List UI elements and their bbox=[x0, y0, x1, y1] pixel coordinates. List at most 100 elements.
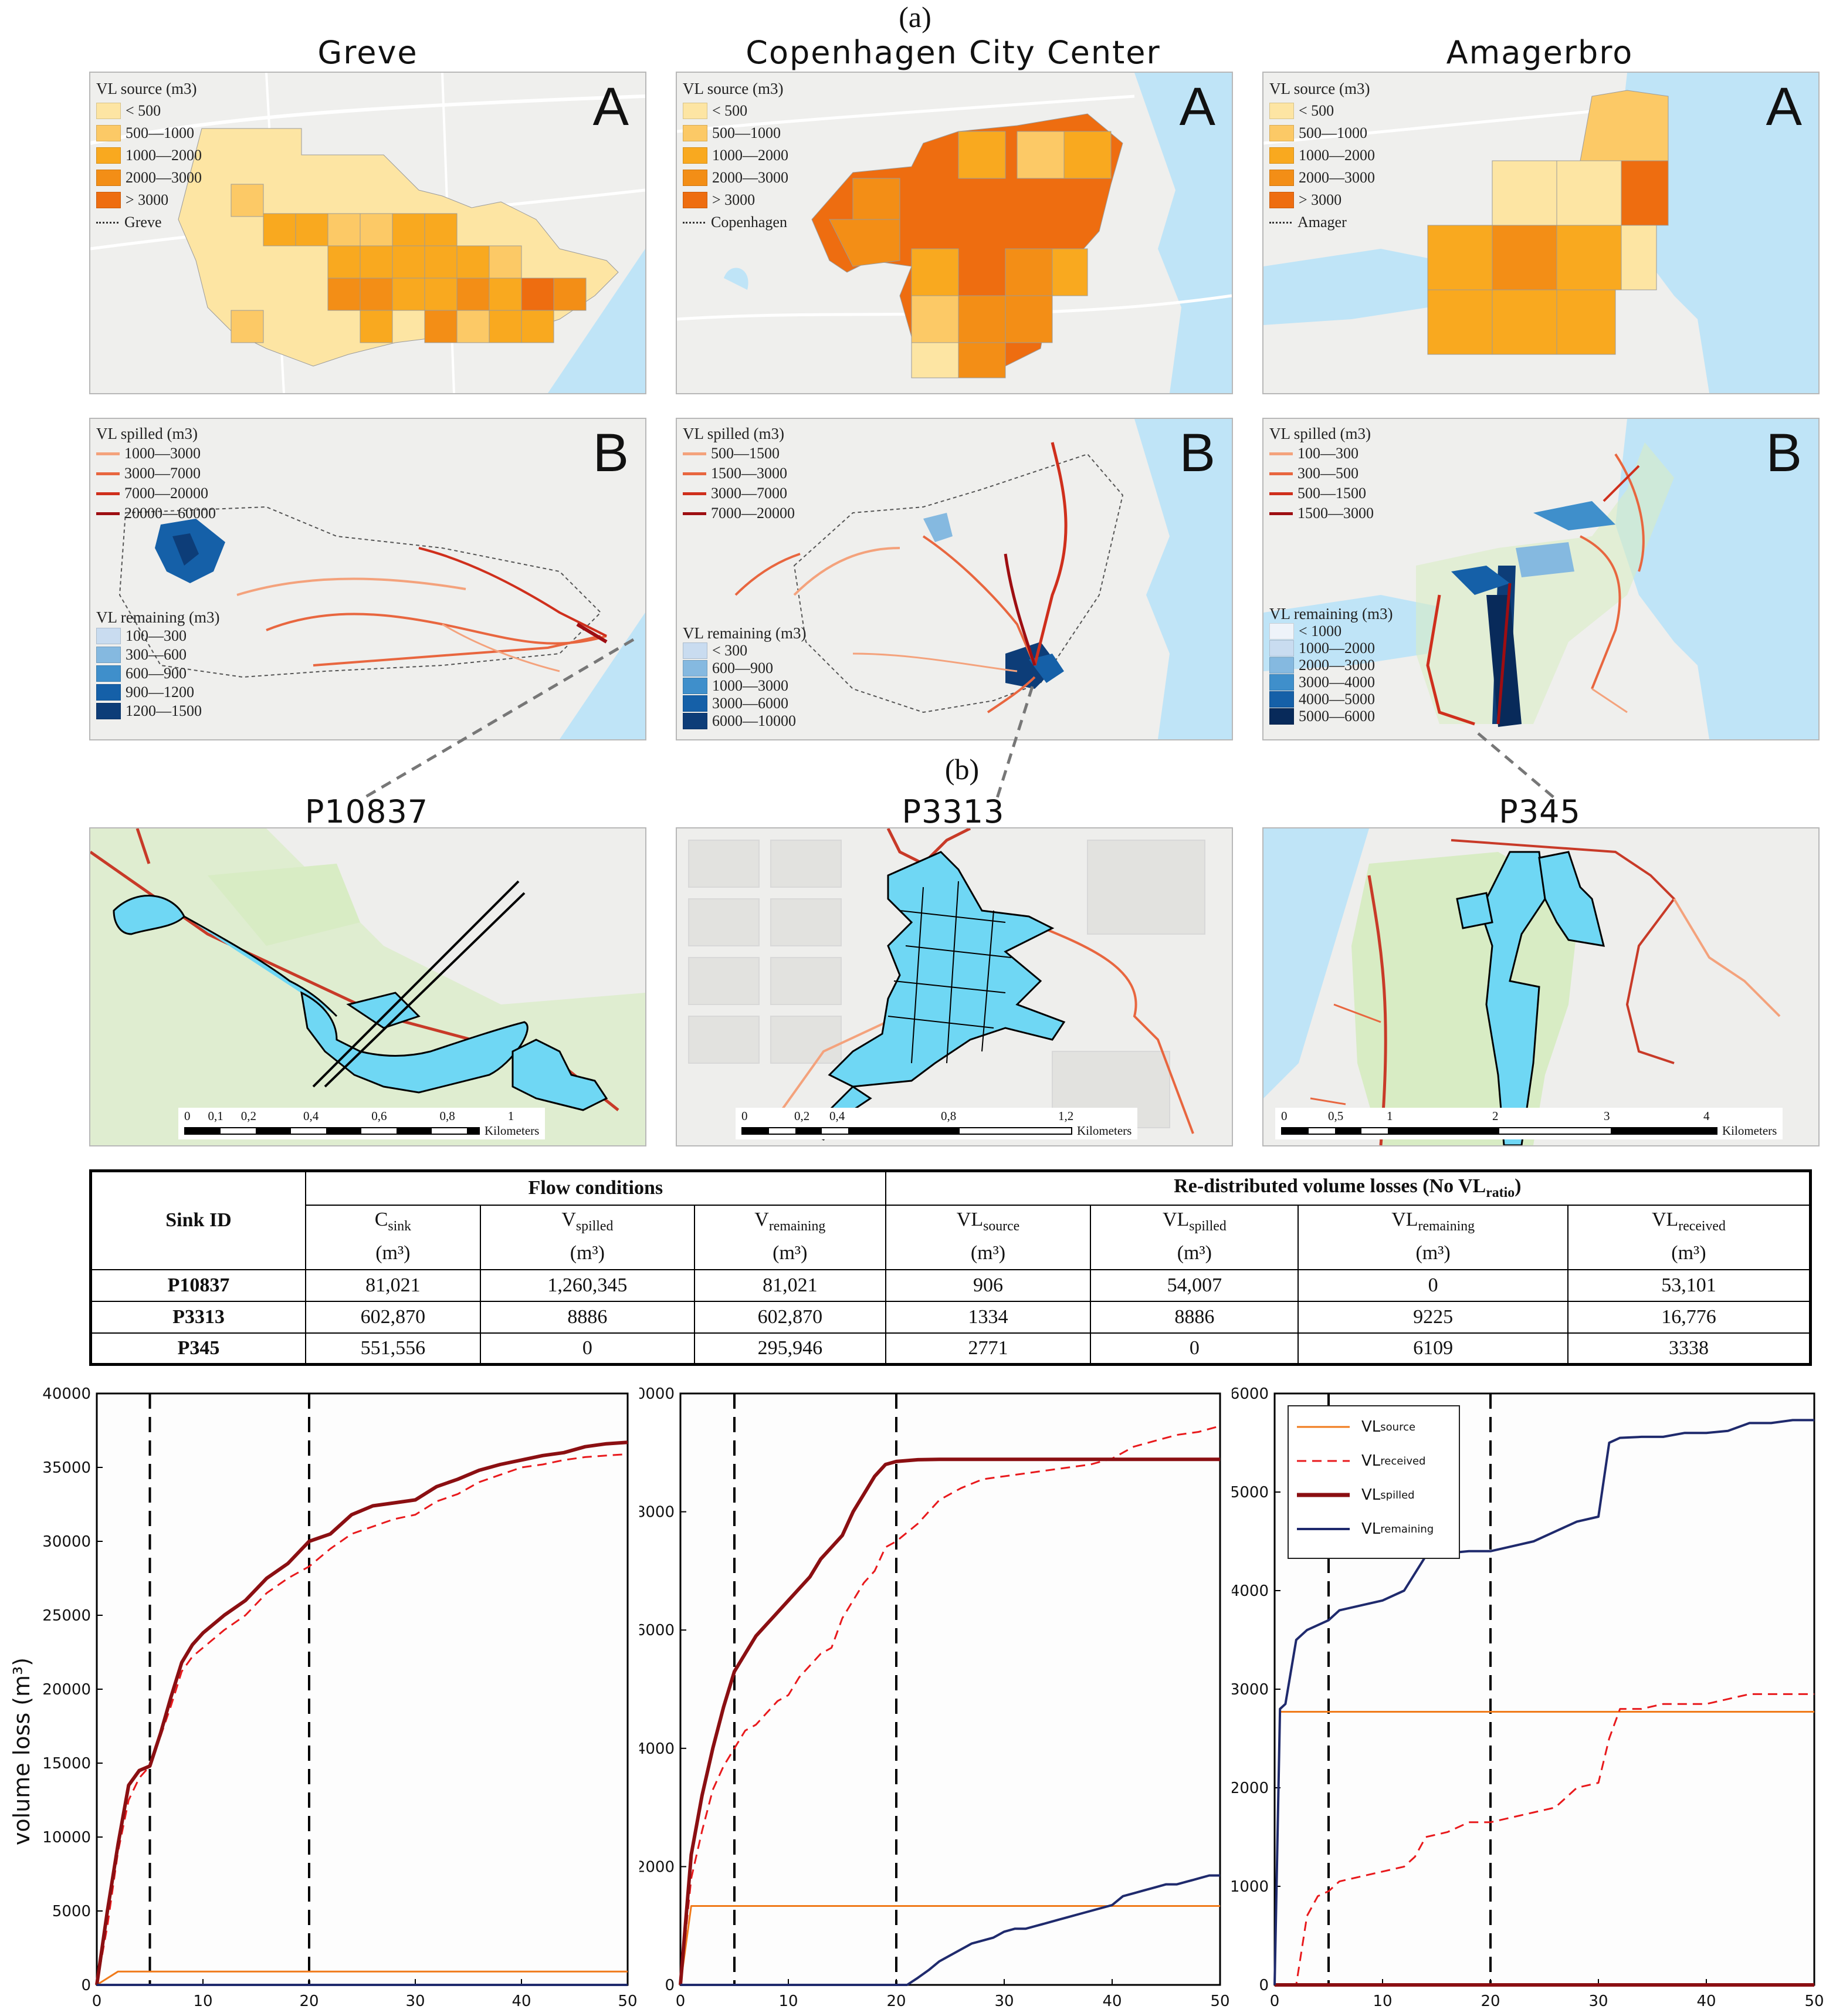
legend-line bbox=[1269, 512, 1293, 515]
table-cell: 602,870 bbox=[305, 1300, 481, 1334]
series-line-vl-received bbox=[1275, 1693, 1814, 1986]
y-tick-label: 20000 bbox=[42, 1681, 91, 1699]
legend-line bbox=[1269, 452, 1293, 455]
legend-class: 600—900 bbox=[126, 665, 187, 682]
table-cell: 2771 bbox=[885, 1332, 1092, 1365]
legend-swatch bbox=[683, 170, 707, 186]
column-unit: (m³) bbox=[885, 1237, 1092, 1270]
column-header: VLreceived bbox=[1567, 1204, 1811, 1238]
legend-swatch bbox=[96, 103, 121, 119]
y-tick-label: 25000 bbox=[42, 1607, 91, 1625]
table-cell: 295,946 bbox=[693, 1332, 886, 1365]
legend-swatch bbox=[1269, 623, 1294, 640]
table-cell: 9225 bbox=[1297, 1300, 1568, 1334]
scale-bar bbox=[184, 1127, 480, 1135]
legend-swatch bbox=[683, 192, 707, 208]
scale-tick: 0,6 bbox=[371, 1109, 387, 1123]
legend-label: VL bbox=[1361, 1486, 1381, 1504]
column-unit: (m³) bbox=[305, 1237, 481, 1270]
legend-amagerbro-source: VL source (m3) < 500 500—1000 1000—2000 … bbox=[1269, 77, 1375, 234]
part-b-label: (b) bbox=[944, 753, 980, 786]
legend-swatch bbox=[96, 684, 121, 701]
y-tick-label: 0 bbox=[665, 1977, 675, 1994]
chart-p3313-svg: 0 10 20 30 40 50 0 2000 4000 6000 8000 10000 bbox=[626, 1385, 1229, 2010]
legend-swatch bbox=[683, 660, 707, 676]
legend-class: < 500 bbox=[126, 102, 161, 119]
panel-letter-a: A bbox=[1179, 77, 1215, 137]
legend-copenhagen-remaining: VL remaining (m3) < 300 600—900 1000—300… bbox=[683, 624, 806, 730]
x-tick-label: 0 bbox=[676, 1993, 686, 2010]
column-header: Csink bbox=[305, 1204, 481, 1238]
legend-class: 20000—60000 bbox=[124, 505, 216, 522]
row-sink-id: P345 bbox=[90, 1332, 306, 1365]
legend-class: 1000—2000 bbox=[712, 147, 788, 164]
column-header-main: C bbox=[374, 1209, 388, 1231]
x-tick-label: 30 bbox=[994, 1993, 1014, 2010]
legend-label-sub: source bbox=[1380, 1420, 1416, 1433]
panel-letter-a: A bbox=[592, 77, 629, 137]
legend-class: 5000—6000 bbox=[1299, 708, 1375, 725]
legend-class: 3000—4000 bbox=[1299, 674, 1375, 691]
table-cell: 8886 bbox=[479, 1300, 695, 1334]
y-tick-label: 15000 bbox=[42, 1755, 91, 1773]
column-unit: (m³) bbox=[479, 1237, 695, 1270]
chart-legend: VL source VL received VL spilled VL remainin… bbox=[1288, 1405, 1460, 1559]
scale-tick: 4 bbox=[1703, 1109, 1710, 1123]
y-tick-label: 4000 bbox=[639, 1740, 675, 1758]
x-tick-label: 30 bbox=[405, 1993, 425, 2010]
zoom-map-p345-basemap bbox=[1263, 828, 1818, 1145]
legend-swatch bbox=[96, 703, 121, 719]
legend-greve-spilled: VL spilled (m3) 1000—3000 3000—7000 7000… bbox=[96, 424, 216, 523]
series-line-vl-remaining bbox=[1273, 1419, 1814, 1985]
scale-tick: 0 bbox=[741, 1109, 748, 1123]
y-tick-label: 30000 bbox=[42, 1533, 91, 1551]
scale-tick: 0,4 bbox=[829, 1109, 845, 1123]
legend-class: 500—1500 bbox=[1297, 485, 1366, 502]
legend-class: 3000—7000 bbox=[124, 465, 201, 482]
column-header-main: VL bbox=[1651, 1209, 1679, 1231]
column-header: Vspilled bbox=[479, 1204, 695, 1238]
legend-swatch bbox=[96, 125, 121, 141]
legend-class: > 3000 bbox=[126, 191, 169, 208]
series-line-vl-spilled bbox=[95, 1440, 628, 1985]
table-row: P3313 602,870 8886 602,870 1334 8886 922… bbox=[90, 1300, 1811, 1334]
legend-line bbox=[1269, 472, 1293, 475]
copenhagen-remaining-sinks bbox=[923, 513, 1064, 689]
column-header: Vremaining bbox=[693, 1204, 886, 1238]
scale-tick: 3 bbox=[1604, 1109, 1610, 1123]
legend-label-sub: received bbox=[1380, 1455, 1426, 1467]
y-tick-label: 35000 bbox=[42, 1459, 91, 1477]
zoom-title-p10837: P10837 bbox=[304, 793, 429, 830]
legend-swatch bbox=[683, 678, 707, 694]
series-line-vl-received bbox=[96, 1453, 628, 1985]
legend-swatch bbox=[1269, 708, 1294, 725]
legend-swatch bbox=[683, 713, 707, 729]
table-cell: 53,101 bbox=[1567, 1269, 1811, 1302]
table-cell: 81,021 bbox=[693, 1269, 886, 1302]
legend-swatch bbox=[683, 695, 707, 712]
legend-swatch bbox=[96, 147, 121, 164]
x-tick-label: 10 bbox=[778, 1993, 798, 2010]
x-tick-label: 0 bbox=[1270, 1993, 1280, 2010]
legend-swatch bbox=[96, 647, 121, 663]
leader-line-amagerbro bbox=[1477, 732, 1556, 799]
table-group-header-row: Sink ID Flow conditions Re-distributed v… bbox=[90, 1170, 1811, 1270]
legend-line bbox=[683, 452, 706, 455]
y-tick-label: 40000 bbox=[42, 1385, 91, 1403]
scale-tick: 0,8 bbox=[941, 1109, 957, 1123]
scale-tick: 2 bbox=[1492, 1109, 1499, 1123]
legend-line bbox=[96, 452, 120, 455]
legend-title: VL spilled (m3) bbox=[1269, 425, 1371, 442]
scale-unit: Kilometers bbox=[485, 1124, 540, 1138]
map-amagerbro-spilled: VL spilled (m3) 100—300 300—500 500—1500… bbox=[1262, 418, 1820, 740]
x-tick-label: 0 bbox=[92, 1993, 102, 2010]
p345-sink bbox=[1456, 851, 1605, 1145]
table-cell: 1,260,345 bbox=[479, 1269, 695, 1302]
zoom-map-p10837: 0 0,1 0,2 0,4 0,6 0,8 1 Kilometers bbox=[89, 827, 646, 1146]
legend-swatch bbox=[96, 628, 121, 644]
x-tick-label: 50 bbox=[1804, 1993, 1824, 2010]
sink-id-header: Sink ID bbox=[90, 1170, 306, 1270]
scale-tick: 0,8 bbox=[439, 1109, 455, 1123]
table-cell: 8886 bbox=[1090, 1300, 1299, 1334]
scale-bar bbox=[1281, 1127, 1717, 1135]
